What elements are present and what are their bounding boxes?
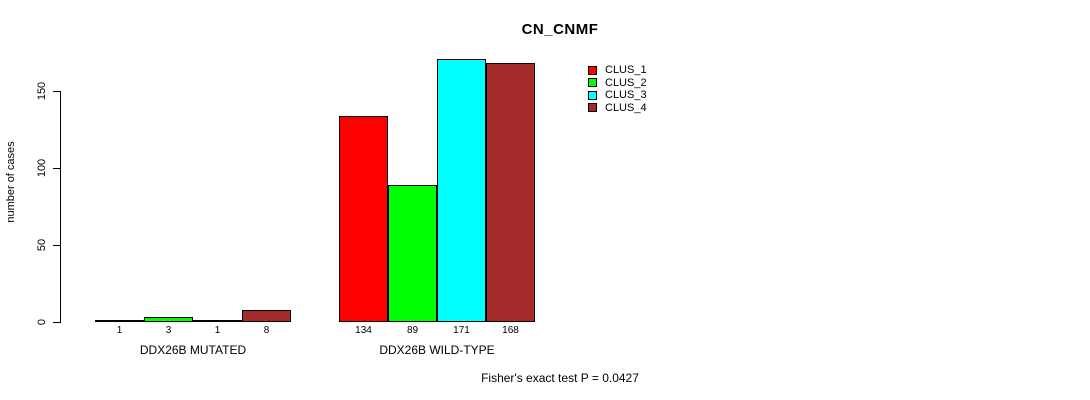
legend: CLUS_1 CLUS_2 CLUS_3 CLUS_4 [588,64,647,114]
bar-value-label: 3 [165,325,172,336]
y-axis-tick-label: 0 [36,318,48,326]
legend-label: CLUS_1 [605,64,647,77]
legend-swatch-icon [588,90,597,100]
bar-value-label: 1 [116,325,123,336]
bar-value-label: 89 [406,325,419,336]
y-axis-tick [53,90,60,92]
y-axis-tick [53,244,60,246]
y-axis-label: number of cases [5,141,17,223]
bar-clus_4-1 [242,310,291,322]
y-axis-tick [53,167,60,169]
bar-clus_1-1 [95,320,144,322]
chart-title: CN_CNMF [521,21,599,38]
y-axis-line [60,91,61,323]
legend-label: CLUS_4 [605,101,647,114]
bar-value-label: 8 [263,325,270,336]
y-axis-tick-label: 100 [36,158,48,178]
legend-entry-clus_2: CLUS_2 [588,77,647,90]
bar-clus_3-2 [437,59,486,322]
legend-swatch-icon [588,78,597,88]
category-label: DDX26B WILD-TYPE [379,343,495,357]
bar-clus_2-2 [388,185,437,322]
legend-entry-clus_4: CLUS_4 [588,102,647,115]
y-axis-tick-label: 50 [36,238,48,252]
legend-label: CLUS_2 [605,76,647,89]
footnote-pvalue: Fisher's exact test P = 0.0427 [481,371,639,385]
bar-clus_2-1 [144,317,193,322]
legend-swatch-icon [588,103,597,113]
y-axis-tick [53,321,60,323]
y-axis-tick-label: 150 [36,81,48,101]
legend-entry-clus_3: CLUS_3 [588,89,647,102]
bar-value-label: 1 [214,325,221,336]
legend-entry-clus_1: CLUS_1 [588,64,647,77]
legend-label: CLUS_3 [605,89,647,102]
category-label: DDX26B MUTATED [139,343,247,357]
bar-clus_4-2 [486,63,535,322]
bar-clus_3-1 [193,320,242,322]
bar-value-label: 168 [502,325,519,336]
bar-clus_1-2 [339,116,388,322]
bar-value-label: 171 [453,325,470,336]
bar-value-label: 134 [355,325,372,336]
legend-swatch-icon [588,65,597,75]
